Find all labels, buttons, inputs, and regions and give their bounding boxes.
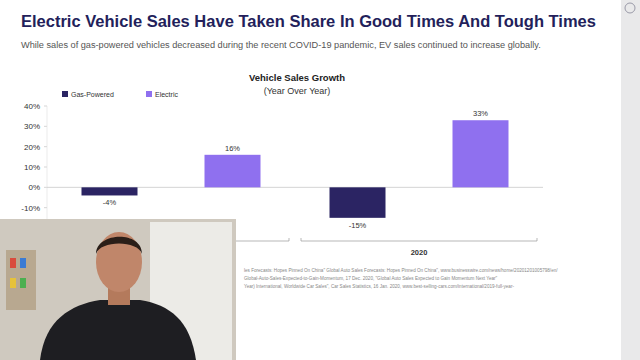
shelf — [6, 250, 36, 310]
video-background — [0, 219, 236, 360]
legend-item: Gas-Powered — [62, 91, 114, 98]
y-tick-label: 0% — [28, 183, 40, 192]
presenter-head — [96, 232, 142, 292]
slide-subtitle: While sales of gas-powered vehicles decr… — [21, 40, 541, 50]
y-tick-label: 30% — [24, 122, 40, 131]
category-bracket — [301, 238, 537, 241]
shelf-item — [20, 278, 26, 288]
legend-label: Electric — [155, 91, 178, 98]
data-label: -4% — [103, 198, 117, 207]
source-note: Year) International, Worldwide Car Sales… — [244, 284, 514, 289]
bar — [205, 155, 261, 188]
bar — [82, 187, 138, 195]
legend-swatch — [146, 91, 152, 97]
y-tick-label: 20% — [24, 143, 40, 152]
slide-title: Electric Vehicle Sales Have Taken Share … — [21, 12, 596, 30]
presenter-body — [40, 300, 196, 360]
video-edge — [621, 0, 640, 360]
shelf-item — [10, 258, 16, 268]
source-note: les Forecasts: Hopes Pinned On China" Gl… — [244, 268, 558, 273]
bar — [453, 120, 509, 187]
y-tick — [44, 126, 47, 127]
y-tick-label: 40% — [24, 102, 40, 111]
y-tick — [44, 146, 47, 147]
legend-label: Gas-Powered — [71, 91, 114, 98]
chart-subtitle: (Year Over Year) — [264, 86, 331, 96]
bars — [82, 120, 509, 218]
y-axis-line — [47, 106, 48, 228]
category-label: 2020 — [411, 248, 428, 257]
slide-background — [0, 0, 640, 360]
icon — [625, 3, 635, 13]
shelf-item — [20, 258, 26, 268]
y-tick-label: -10% — [21, 204, 40, 213]
bar — [330, 187, 386, 218]
presenter-video — [0, 219, 236, 360]
y-tick — [44, 187, 47, 188]
data-label: -15% — [349, 221, 367, 230]
page: Electric Vehicle Sales Have Taken Share … — [0, 0, 640, 360]
chart-title: Vehicle Sales Growth — [249, 72, 345, 83]
source-note: Global-Auto-Sales-Expected-to-Gain-Momen… — [244, 276, 498, 281]
y-tick — [44, 106, 47, 107]
y-tick-label: 10% — [24, 163, 40, 172]
data-label: 16% — [225, 144, 240, 153]
shelf-item — [10, 278, 16, 288]
legend-swatch — [62, 91, 68, 97]
data-label: 33% — [473, 109, 488, 118]
legend-item: Electric — [146, 91, 178, 98]
y-tick — [44, 167, 47, 168]
y-tick — [44, 207, 47, 208]
presenter-hair — [96, 237, 142, 254]
